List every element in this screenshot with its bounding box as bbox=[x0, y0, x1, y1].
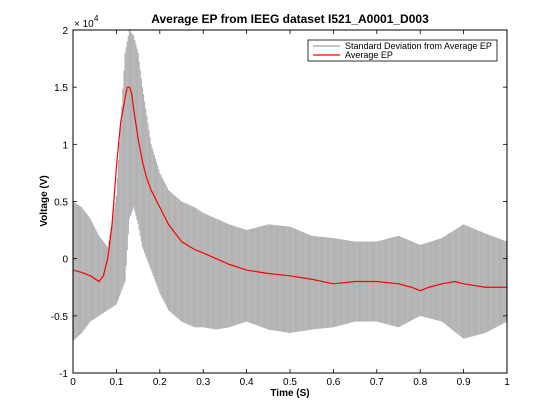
y-tick-label: 0 bbox=[62, 255, 68, 266]
legend-label-avg: Average EP bbox=[345, 50, 393, 60]
std-band bbox=[72, 30, 508, 341]
legend-label-std: Standard Deviation from Average EP bbox=[345, 41, 492, 51]
x-tick-label: 0.6 bbox=[326, 377, 340, 388]
x-tick-label: 1 bbox=[504, 377, 510, 388]
y-multiplier: × 10 4 bbox=[74, 14, 99, 30]
y-axis-label: Voltage (V) bbox=[39, 175, 50, 226]
y-tick-label: 1 bbox=[62, 140, 68, 151]
y-tick-label: 1.5 bbox=[54, 83, 68, 94]
y-tick-label: 0.5 bbox=[54, 198, 68, 209]
x-tick-label: 0.5 bbox=[283, 377, 297, 388]
y-tick-label: 2 bbox=[62, 26, 68, 37]
x-axis: 0 0.1 0.2 0.3 0.4 0.5 0.6 0.7 0.8 0.9 1 bbox=[70, 30, 510, 388]
plot-area bbox=[72, 30, 508, 341]
x-tick-label: 0.7 bbox=[370, 377, 384, 388]
x-tick-label: 0.1 bbox=[109, 377, 123, 388]
x-tick-label: 0 bbox=[70, 377, 76, 388]
chart-title: Average EP from IEEG dataset I521_A0001_… bbox=[151, 12, 429, 26]
y-tick-label: -0.5 bbox=[51, 312, 69, 323]
x-tick-label: 0.3 bbox=[196, 377, 210, 388]
x-axis-label: Time (S) bbox=[270, 388, 309, 399]
x-tick-label: 0.8 bbox=[413, 377, 427, 388]
y-multiplier-exponent: 4 bbox=[94, 14, 99, 23]
x-tick-label: 0.2 bbox=[153, 377, 167, 388]
legend-box bbox=[307, 39, 498, 62]
y-multiplier-label: × 10 bbox=[74, 19, 94, 30]
x-tick-label: 0.9 bbox=[457, 377, 471, 388]
legend: Standard Deviation from Average EP Avera… bbox=[307, 39, 498, 62]
average-ep-line bbox=[72, 86, 507, 292]
y-axis: -1 -0.5 0 0.5 1 1.5 2 bbox=[51, 26, 507, 380]
y-tick-label: -1 bbox=[59, 369, 68, 380]
x-tick-label: 0.4 bbox=[240, 377, 254, 388]
